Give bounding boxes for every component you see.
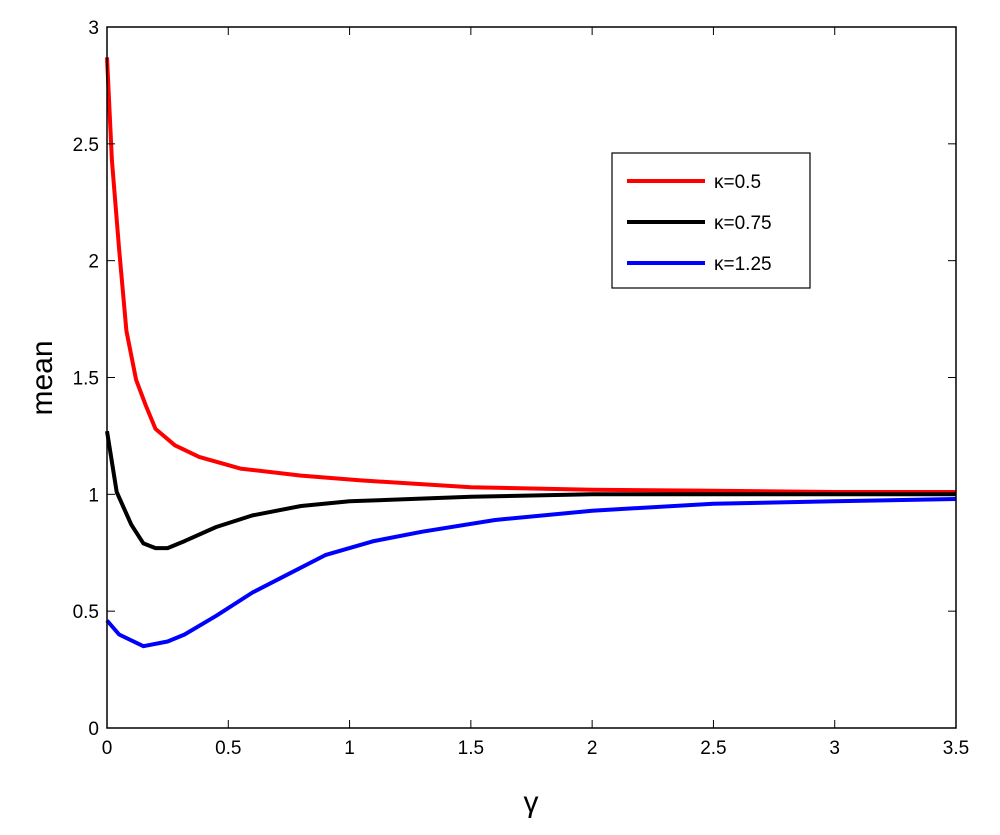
y-tick-label: 2.5	[73, 135, 99, 156]
x-tick-label: 3	[829, 738, 840, 759]
series-line-0	[105, 57, 956, 494]
x-tick-label: 0	[102, 738, 113, 759]
x-tick-label: 2.5	[700, 738, 726, 759]
x-tick-label: 2	[587, 738, 598, 759]
y-tick-label: 1.5	[73, 369, 99, 390]
series-line-1	[105, 430, 956, 551]
legend-label: κ=0.75	[714, 213, 772, 234]
y-tick-label: 2	[88, 252, 99, 273]
x-tick-label: 1	[344, 738, 355, 759]
legend-label: κ=0.5	[714, 172, 761, 193]
y-tick-label: 1	[88, 485, 99, 506]
x-axis-label: γ	[524, 786, 539, 819]
legend: κ=0.5 κ=0.75 κ=1.25	[611, 152, 811, 289]
legend-label: κ=1.25	[714, 254, 772, 275]
x-tick-label: 3.5	[943, 738, 969, 759]
plot-frame	[106, 26, 957, 729]
y-tick-label: 0.5	[73, 602, 99, 623]
series-line-2	[105, 497, 957, 649]
y-axis-label: mean	[26, 340, 59, 415]
x-tick-label: 1.5	[458, 738, 484, 759]
x-tick-label: 0.5	[215, 738, 241, 759]
y-tick-label: 3	[88, 18, 99, 39]
y-tick-label: 0	[88, 719, 99, 740]
